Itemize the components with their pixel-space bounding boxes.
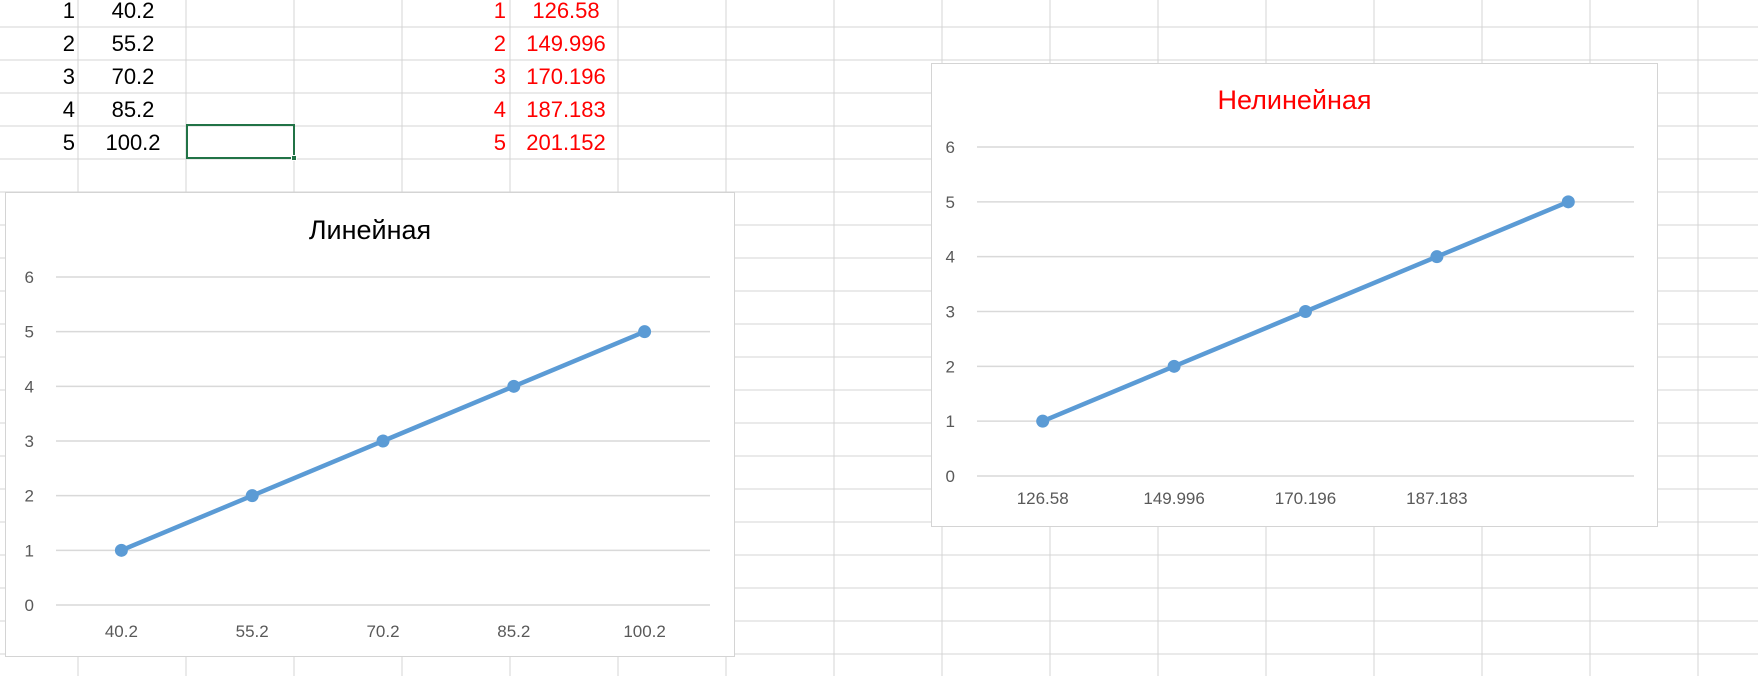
x-tick-label: 149.996: [1143, 489, 1204, 508]
y-tick-label: 6: [25, 268, 34, 287]
y-tick-label: 2: [25, 487, 34, 506]
cell-value[interactable]: 170.196: [526, 64, 606, 89]
cell-index[interactable]: 5: [62, 130, 75, 155]
y-tick-label: 3: [946, 303, 955, 322]
cell-index[interactable]: 1: [62, 0, 75, 23]
x-tick-label: 55.2: [236, 622, 269, 641]
data-point[interactable]: [245, 489, 259, 503]
y-tick-label: 1: [25, 541, 34, 560]
data-point[interactable]: [1430, 250, 1444, 264]
y-tick-label: 2: [946, 357, 955, 376]
data-point[interactable]: [114, 543, 128, 557]
cell-index[interactable]: 5: [493, 130, 506, 155]
y-tick-label: 4: [25, 377, 34, 396]
data-point[interactable]: [638, 325, 652, 339]
cell-index[interactable]: 2: [493, 31, 506, 56]
x-tick-label: 170.196: [1275, 489, 1336, 508]
y-tick-label: 3: [25, 432, 34, 451]
cell-value[interactable]: 85.2: [111, 97, 155, 122]
chart-nonlinear-plot: 0 1 2 3 4 5 6 126.58 149.996 170.196 187.183: [946, 138, 1634, 508]
cell-index[interactable]: 3: [493, 64, 506, 89]
data-point[interactable]: [1561, 195, 1575, 209]
y-tick-label: 4: [946, 248, 955, 267]
cell-index[interactable]: 3: [62, 64, 75, 89]
cell-index[interactable]: 2: [62, 31, 75, 56]
chart-title[interactable]: Нелинейная: [1217, 85, 1372, 115]
cell-value[interactable]: 187.183: [526, 97, 606, 122]
cell-value[interactable]: 55.2: [111, 31, 155, 56]
data-point[interactable]: [376, 434, 390, 448]
cell-value[interactable]: 40.2: [111, 0, 155, 23]
selected-cell[interactable]: [186, 124, 295, 159]
chart-linear[interactable]: 0 1 2 3 4 5 6 40.2 55.2 70.2 85.2 100.2 Линейная: [5, 192, 735, 657]
data-point[interactable]: [1167, 359, 1181, 373]
cell-index[interactable]: 1: [493, 0, 506, 23]
x-tick-label: 187.183: [1406, 489, 1467, 508]
chart-linear-plot: 0 1 2 3 4 5 6 40.2 55.2 70.2 85.2 100.2: [25, 268, 710, 641]
cell-value[interactable]: 201.152: [526, 130, 606, 155]
cell-value[interactable]: 100.2: [105, 130, 161, 155]
cell-index[interactable]: 4: [493, 97, 506, 122]
x-tick-label: 126.58: [1017, 489, 1069, 508]
y-tick-label: 0: [946, 467, 955, 486]
y-tick-label: 6: [946, 138, 955, 157]
x-tick-label: 85.2: [497, 622, 530, 641]
y-tick-label: 5: [946, 193, 955, 212]
data-point[interactable]: [507, 379, 521, 393]
chart-title[interactable]: Линейная: [308, 215, 432, 245]
y-tick-label: 5: [25, 323, 34, 342]
data-point[interactable]: [1036, 414, 1050, 428]
x-tick-label: 70.2: [366, 622, 399, 641]
y-tick-label: 1: [946, 412, 955, 431]
data-point[interactable]: [1299, 305, 1312, 318]
fill-handle[interactable]: [291, 155, 297, 161]
chart-nonlinear[interactable]: 0 1 2 3 4 5 6 126.58 149.996 170.196 187.183 Нелин…: [931, 63, 1658, 527]
cell-value[interactable]: 149.996: [526, 31, 606, 56]
cell-value[interactable]: 126.58: [532, 0, 600, 23]
cell-index[interactable]: 4: [62, 97, 75, 122]
x-tick-label: 40.2: [105, 622, 138, 641]
cell-value[interactable]: 70.2: [111, 64, 155, 89]
x-tick-label: 100.2: [623, 622, 666, 641]
y-tick-label: 0: [25, 596, 34, 615]
